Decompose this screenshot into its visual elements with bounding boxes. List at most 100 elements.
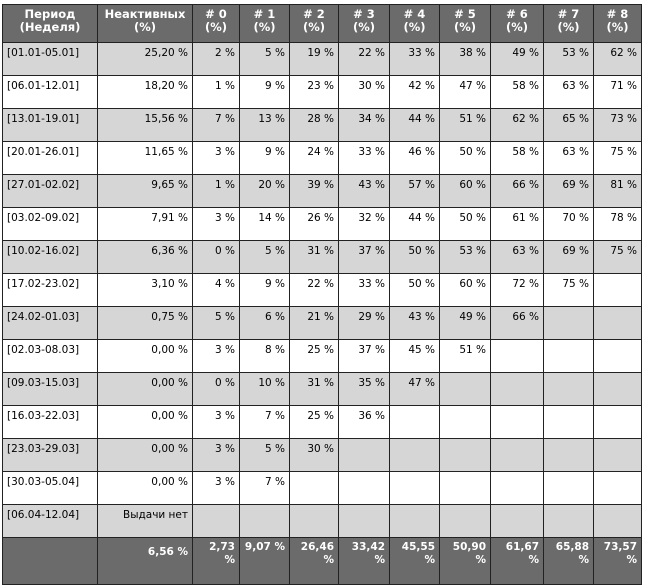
- table-row: [02.03-08.03] 0,00 % 3 % 8 % 25 % 37 % 45 % 51 …: [2, 339, 642, 373]
- inactive-cell: 0,00 %: [97, 372, 193, 406]
- period-cell: [09.03-15.03]: [2, 372, 98, 406]
- week-2-cell: 19 %: [289, 42, 339, 76]
- week-0-cell: 1 %: [192, 75, 240, 109]
- week-7-cell: 75 %: [543, 273, 594, 307]
- week-0-cell: [192, 504, 240, 538]
- week-1-cell: 10 %: [239, 372, 290, 406]
- table-row: [09.03-15.03] 0,00 % 0 % 10 % 31 % 35 % 47 %: [2, 372, 642, 406]
- inactive-cell: 11,65 %: [97, 141, 193, 175]
- week-2-cell: 25 %: [289, 405, 339, 439]
- table-row: [24.02-01.03] 0,75 % 5 % 6 % 21 % 29 % 43 % 49 …: [2, 306, 642, 340]
- week-6-cell: 63 %: [490, 240, 544, 274]
- totals-week-0: 2,73 %: [192, 537, 240, 585]
- header-week-4: # 4 (%): [389, 4, 440, 43]
- period-cell: [27.01-02.02]: [2, 174, 98, 208]
- week-5-cell: 60 %: [439, 174, 491, 208]
- period-cell: [24.02-01.03]: [2, 306, 98, 340]
- week-1-cell: 14 %: [239, 207, 290, 241]
- week-3-cell: 22 %: [338, 42, 390, 76]
- week-3-cell: 33 %: [338, 273, 390, 307]
- week-4-cell: [389, 471, 440, 505]
- week-7-cell: [543, 306, 594, 340]
- week-4-cell: 50 %: [389, 273, 440, 307]
- week-7-cell: 63 %: [543, 141, 594, 175]
- week-6-cell: [490, 504, 544, 538]
- week-5-cell: 50 %: [439, 141, 491, 175]
- week-2-cell: 22 %: [289, 273, 339, 307]
- totals-week-5: 50,90 %: [439, 537, 491, 585]
- week-6-cell: 72 %: [490, 273, 544, 307]
- inactive-cell: 3,10 %: [97, 273, 193, 307]
- week-6-cell: 66 %: [490, 174, 544, 208]
- table-row: [06.04-12.04] Выдачи нет: [2, 504, 642, 538]
- week-7-cell: 69 %: [543, 174, 594, 208]
- week-2-cell: [289, 471, 339, 505]
- week-0-cell: 3 %: [192, 339, 240, 373]
- week-6-cell: [490, 405, 544, 439]
- week-0-cell: 2 %: [192, 42, 240, 76]
- header-week-8: # 8 (%): [593, 4, 642, 43]
- week-4-cell: 43 %: [389, 306, 440, 340]
- week-4-cell: [389, 405, 440, 439]
- week-5-cell: 47 %: [439, 75, 491, 109]
- week-1-cell: 9 %: [239, 75, 290, 109]
- week-4-cell: 50 %: [389, 240, 440, 274]
- week-4-cell: 45 %: [389, 339, 440, 373]
- week-8-cell: [593, 471, 642, 505]
- header-week-5: # 5 (%): [439, 4, 491, 43]
- period-cell: [10.02-16.02]: [2, 240, 98, 274]
- week-1-cell: 6 %: [239, 306, 290, 340]
- totals-period: [2, 537, 98, 585]
- header-week-3: # 3 (%): [338, 4, 390, 43]
- header-week-0: # 0 (%): [192, 4, 240, 43]
- week-8-cell: 73 %: [593, 108, 642, 142]
- week-5-cell: 38 %: [439, 42, 491, 76]
- week-3-cell: 30 %: [338, 75, 390, 109]
- week-5-cell: 60 %: [439, 273, 491, 307]
- totals-week-4: 45,55 %: [389, 537, 440, 585]
- week-3-cell: 36 %: [338, 405, 390, 439]
- week-5-cell: 51 %: [439, 339, 491, 373]
- week-8-cell: 75 %: [593, 240, 642, 274]
- period-cell: [02.03-08.03]: [2, 339, 98, 373]
- week-4-cell: 57 %: [389, 174, 440, 208]
- week-8-cell: [593, 372, 642, 406]
- week-0-cell: 0 %: [192, 240, 240, 274]
- week-8-cell: 62 %: [593, 42, 642, 76]
- week-0-cell: 5 %: [192, 306, 240, 340]
- table-row: [27.01-02.02] 9,65 % 1 % 20 % 39 % 43 % 57 % 60…: [2, 174, 642, 208]
- period-cell: [01.01-05.01]: [2, 42, 98, 76]
- week-4-cell: 44 %: [389, 108, 440, 142]
- week-5-cell: [439, 372, 491, 406]
- week-3-cell: 35 %: [338, 372, 390, 406]
- week-7-cell: 63 %: [543, 75, 594, 109]
- totals-week-1: 9,07 %: [239, 537, 290, 585]
- week-4-cell: [389, 438, 440, 472]
- inactive-cell: 9,65 %: [97, 174, 193, 208]
- week-8-cell: [593, 273, 642, 307]
- retention-table-container: Период (Неделя) Неактивных (%) # 0 (%) #…: [2, 4, 642, 585]
- week-0-cell: 3 %: [192, 141, 240, 175]
- week-4-cell: 42 %: [389, 75, 440, 109]
- week-7-cell: [543, 405, 594, 439]
- week-7-cell: 70 %: [543, 207, 594, 241]
- header-week-1: # 1 (%): [239, 4, 290, 43]
- period-cell: [20.01-26.01]: [2, 141, 98, 175]
- period-cell: [17.02-23.02]: [2, 273, 98, 307]
- totals-week-8: 73,57 %: [593, 537, 642, 585]
- table-body: [01.01-05.01] 25,20 % 2 % 5 % 19 % 22 % 33 % 38…: [2, 42, 642, 538]
- table-row: [17.02-23.02] 3,10 % 4 % 9 % 22 % 33 % 50 % 60 …: [2, 273, 642, 307]
- week-8-cell: [593, 306, 642, 340]
- table-row: [13.01-19.01] 15,56 % 7 % 13 % 28 % 34 % 44 % 5…: [2, 108, 642, 142]
- week-3-cell: 34 %: [338, 108, 390, 142]
- totals-week-6: 61,67 %: [490, 537, 544, 585]
- week-5-cell: 49 %: [439, 306, 491, 340]
- week-0-cell: 4 %: [192, 273, 240, 307]
- week-8-cell: 78 %: [593, 207, 642, 241]
- week-8-cell: 71 %: [593, 75, 642, 109]
- week-4-cell: 46 %: [389, 141, 440, 175]
- week-6-cell: 58 %: [490, 141, 544, 175]
- week-0-cell: 3 %: [192, 438, 240, 472]
- inactive-cell: 0,00 %: [97, 405, 193, 439]
- week-2-cell: 21 %: [289, 306, 339, 340]
